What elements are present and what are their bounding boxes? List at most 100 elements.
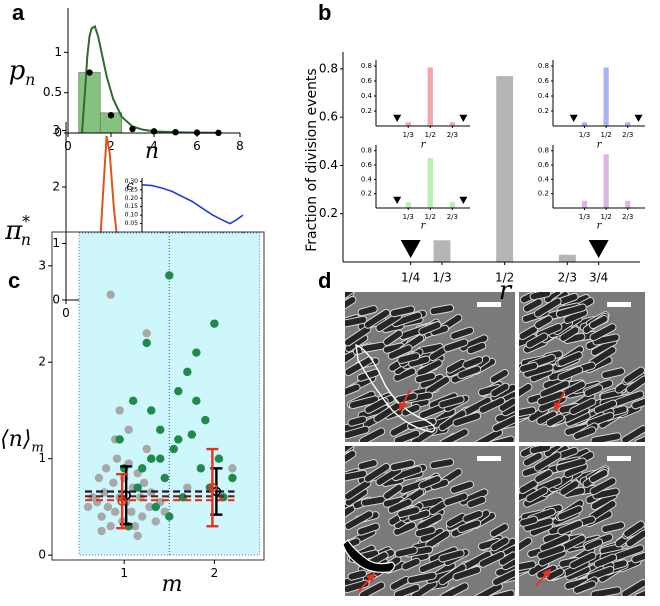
cell xyxy=(569,397,597,416)
marker-triangle xyxy=(459,196,468,204)
cell xyxy=(583,538,604,552)
cell xyxy=(519,536,533,557)
bar xyxy=(405,202,411,208)
cell xyxy=(414,371,436,384)
cell xyxy=(387,344,413,360)
x-tick-label: 4 xyxy=(150,139,158,153)
scatter-point xyxy=(94,473,104,483)
scatter-point xyxy=(192,348,201,357)
cell xyxy=(345,356,374,377)
cell xyxy=(533,451,562,472)
scatter-point xyxy=(174,435,183,444)
scatter-point xyxy=(83,502,93,512)
cell xyxy=(450,480,475,494)
marker-triangle xyxy=(588,240,609,258)
cell xyxy=(631,394,645,410)
highlighted-cell xyxy=(342,539,396,573)
scatter-point xyxy=(112,454,122,463)
panel-letter: c xyxy=(8,268,20,293)
cell xyxy=(418,321,442,336)
scatter-point xyxy=(192,396,201,406)
cell xyxy=(438,395,465,409)
y-tick-label: 2 xyxy=(52,179,60,193)
cell xyxy=(466,495,487,509)
cell xyxy=(414,525,436,538)
cell xyxy=(489,523,509,538)
mean-marker xyxy=(117,496,127,506)
x-axis-label: r xyxy=(421,140,427,151)
cell xyxy=(634,433,645,442)
cell xyxy=(439,582,469,596)
scatter-point xyxy=(145,502,154,512)
scatter-point xyxy=(183,483,192,492)
marker-triangle xyxy=(459,114,468,122)
cell xyxy=(401,557,421,571)
cell xyxy=(537,544,566,560)
cell xyxy=(416,513,443,531)
label-part: m xyxy=(31,440,44,455)
scatter-point xyxy=(101,464,111,473)
y-tick-label: 0.6 xyxy=(319,110,338,124)
cell xyxy=(529,446,552,455)
microscopy-tile xyxy=(519,292,645,442)
y-axis-label: π* n xyxy=(4,213,31,249)
y-tick-label: 0.8 xyxy=(538,147,549,155)
cell xyxy=(345,425,370,440)
cell xyxy=(345,295,357,310)
bar xyxy=(449,202,456,208)
cell xyxy=(345,292,358,303)
cell xyxy=(466,341,487,355)
y-tick-label: 0.6 xyxy=(361,161,373,169)
cell xyxy=(416,359,443,377)
scatter-point xyxy=(115,406,124,415)
scatter-point xyxy=(165,271,174,280)
y-tick-label: 0.2 xyxy=(319,206,338,220)
bar xyxy=(625,200,631,208)
scatter-point xyxy=(183,367,192,377)
cell xyxy=(490,435,515,442)
x-tick-label: 1/4 xyxy=(401,271,420,285)
cell xyxy=(519,361,539,373)
cell xyxy=(418,475,442,490)
y-tick-label: 0.8 xyxy=(538,62,549,70)
scatter-point xyxy=(165,512,174,521)
y-axis-label: ⟨n⟩m xyxy=(0,427,44,455)
cell xyxy=(457,519,482,534)
cell xyxy=(345,510,374,531)
x-tick-label: 8 xyxy=(236,139,244,153)
cell xyxy=(557,365,584,382)
microscopy-tile xyxy=(519,446,645,596)
cell xyxy=(474,428,503,442)
y-tick-label: 0.4 xyxy=(361,175,373,183)
scatter-point xyxy=(147,454,156,463)
cell xyxy=(478,396,506,414)
cell xyxy=(452,411,482,427)
y-tick-label: 0.4 xyxy=(361,92,373,100)
x-tick-label: 1/2 xyxy=(600,131,611,139)
y-tick-label: 1 xyxy=(54,45,62,59)
cell xyxy=(525,486,549,503)
cell xyxy=(519,515,539,527)
cell xyxy=(490,382,510,398)
scatter-point xyxy=(156,425,165,434)
y-tick-label: 0 xyxy=(52,293,60,307)
scatter-point xyxy=(97,526,106,536)
scale-bar xyxy=(477,456,501,461)
cell xyxy=(529,292,552,301)
x-axis-label: n xyxy=(145,139,159,164)
x-tick-label: 1/2 xyxy=(425,131,436,139)
cell xyxy=(589,323,617,342)
bar xyxy=(581,200,588,208)
scatter-point xyxy=(187,430,197,439)
cell xyxy=(345,315,368,328)
panel-letter: b xyxy=(318,0,331,25)
y-axis-label: pn xyxy=(9,56,36,89)
marker-triangle xyxy=(393,114,402,122)
y-tick-label: 0.2 xyxy=(538,190,549,198)
cell xyxy=(601,521,626,534)
scatter-point xyxy=(138,464,147,473)
scatter-point xyxy=(142,444,151,454)
cell xyxy=(590,586,622,596)
marker-triangle xyxy=(634,114,643,122)
